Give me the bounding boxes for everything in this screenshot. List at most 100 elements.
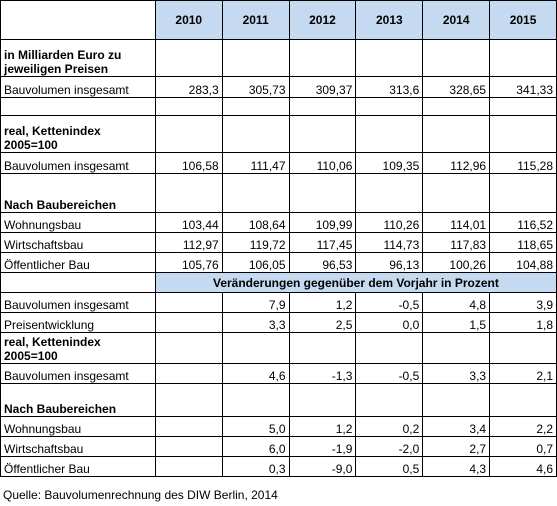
table-cell: 4,6 [489, 456, 557, 477]
banner-empty-cell [0, 272, 156, 293]
section-title-row: real, Kettenindex 2005=100 [0, 115, 557, 153]
table-cell: 5,0 [221, 416, 290, 437]
table-cell: 2,5 [288, 312, 357, 333]
header-corner-cell [0, 0, 156, 40]
table-cell [154, 436, 223, 457]
table-cell: 105,76 [154, 252, 223, 273]
row-label: Bauvolumen insgesamt [0, 292, 156, 313]
table-cell: 328,65 [422, 76, 491, 98]
section-subtitle: Nach Baubereichen [0, 173, 156, 213]
table-cell: -0,5 [355, 292, 424, 313]
table-cell: 106,58 [154, 152, 223, 174]
table-cell: 96,53 [288, 252, 357, 273]
table-cell: 0,7 [489, 436, 557, 457]
table-cell: 104,88 [489, 252, 557, 273]
table-cell [154, 416, 223, 437]
section-title: real, Kettenindex 2005=100 [0, 115, 156, 153]
table-cell: 0,3 [221, 456, 290, 477]
section-title-row: real, Kettenindex 2005=100 [0, 332, 557, 364]
table-cell: 96,13 [355, 252, 424, 273]
table-cell: 2,1 [489, 363, 557, 384]
table-cell: 0,2 [355, 416, 424, 437]
table-cell [154, 312, 223, 333]
section-subtitle-row: Nach Baubereichen [0, 173, 557, 213]
table-cell: 1,5 [422, 312, 491, 333]
table-row: Bauvolumen insgesamt 4,6 -1,3 -0,5 3,3 2… [0, 363, 557, 384]
table-cell: 112,96 [422, 152, 491, 174]
table-cell: 1,2 [288, 292, 357, 313]
source-note: Quelle: Bauvolumenrechnung des DIW Berli… [3, 488, 278, 502]
row-label: Wirtschaftsbau [0, 436, 156, 457]
table-cell: 119,72 [221, 232, 290, 253]
table-cell: 109,99 [288, 212, 357, 233]
section-subtitle-row: Nach Baubereichen [0, 383, 557, 417]
table-row: Wohnungsbau 5,0 1,2 0,2 3,4 2,2 [0, 416, 557, 437]
table-cell: 313,6 [355, 76, 424, 98]
table-cell: 7,9 [221, 292, 290, 313]
table-cell: 109,35 [355, 152, 424, 174]
table-row: Öffentlicher Bau 0,3 -9,0 0,5 4,3 4,6 [0, 456, 557, 477]
row-label: Bauvolumen insgesamt [0, 152, 156, 174]
table-cell: 4,6 [221, 363, 290, 384]
row-label: Öffentlicher Bau [0, 456, 156, 477]
table-cell [154, 363, 223, 384]
table-cell: 118,65 [489, 232, 557, 253]
year-header-row: 2010 2011 2012 2013 2014 2015 [0, 0, 557, 40]
row-label: Wohnungsbau [0, 416, 156, 437]
row-label: Öffentlicher Bau [0, 252, 156, 273]
row-label: Wohnungsbau [0, 212, 156, 233]
row-label: Bauvolumen insgesamt [0, 363, 156, 384]
table-cell: 112,97 [154, 232, 223, 253]
year-header: 2010 [154, 0, 223, 40]
table-cell: 341,33 [489, 76, 557, 98]
table-row: Wirtschaftsbau 112,97 119,72 117,45 114,… [0, 232, 557, 253]
section-title: in Milliarden Euro zu jeweiligen Preisen [0, 39, 156, 77]
table-cell: 1,2 [288, 416, 357, 437]
table-cell: 110,26 [355, 212, 424, 233]
table-cell: 2,7 [422, 436, 491, 457]
table-row: Wirtschaftsbau 6,0 -1,9 -2,0 2,7 0,7 [0, 436, 557, 457]
row-label: Bauvolumen insgesamt [0, 76, 156, 98]
table-cell: 106,05 [221, 252, 290, 273]
table-cell: 2,2 [489, 416, 557, 437]
table-row: Bauvolumen insgesamt 106,58 111,47 110,0… [0, 152, 557, 174]
table-cell: 4,3 [422, 456, 491, 477]
section-subtitle: Nach Baubereichen [0, 383, 156, 417]
table-cell: 3,4 [422, 416, 491, 437]
table-cell: 0,5 [355, 456, 424, 477]
construction-volume-table: 2010 2011 2012 2013 2014 2015 in Milliar… [0, 0, 557, 477]
table-cell: 108,64 [221, 212, 290, 233]
table-cell: 3,9 [489, 292, 557, 313]
table-cell [154, 292, 223, 313]
table-cell: 116,52 [489, 212, 557, 233]
table-cell: 0,0 [355, 312, 424, 333]
table-cell: -1,3 [288, 363, 357, 384]
table-cell: -2,0 [355, 436, 424, 457]
row-label: Wirtschaftsbau [0, 232, 156, 253]
year-header: 2011 [221, 0, 290, 40]
table-cell: -9,0 [288, 456, 357, 477]
table-row: Bauvolumen insgesamt 7,9 1,2 -0,5 4,8 3,… [0, 292, 557, 313]
table-row: Wohnungsbau 103,44 108,64 109,99 110,26 … [0, 212, 557, 233]
table-cell: 103,44 [154, 212, 223, 233]
year-header: 2013 [355, 0, 424, 40]
table-cell [154, 456, 223, 477]
changes-banner: Veränderungen gegenüber dem Vorjahr in P… [154, 272, 557, 293]
table-cell: -0,5 [355, 363, 424, 384]
table-cell: 114,01 [422, 212, 491, 233]
table-cell: 4,8 [422, 292, 491, 313]
row-label: Preisentwicklung [0, 312, 156, 333]
table-row: Öffentlicher Bau 105,76 106,05 96,53 96,… [0, 252, 557, 273]
table-row: Preisentwicklung 3,3 2,5 0,0 1,5 1,8 [0, 312, 557, 333]
spacer-row [0, 97, 557, 116]
table-cell: 117,45 [288, 232, 357, 253]
year-header: 2015 [489, 0, 557, 40]
table-cell: 309,37 [288, 76, 357, 98]
table-cell: 111,47 [221, 152, 290, 174]
table-cell: 283,3 [154, 76, 223, 98]
table-cell: 100,26 [422, 252, 491, 273]
table-cell: 110,06 [288, 152, 357, 174]
table-cell: -1,9 [288, 436, 357, 457]
table-cell: 117,83 [422, 232, 491, 253]
table-cell: 114,73 [355, 232, 424, 253]
